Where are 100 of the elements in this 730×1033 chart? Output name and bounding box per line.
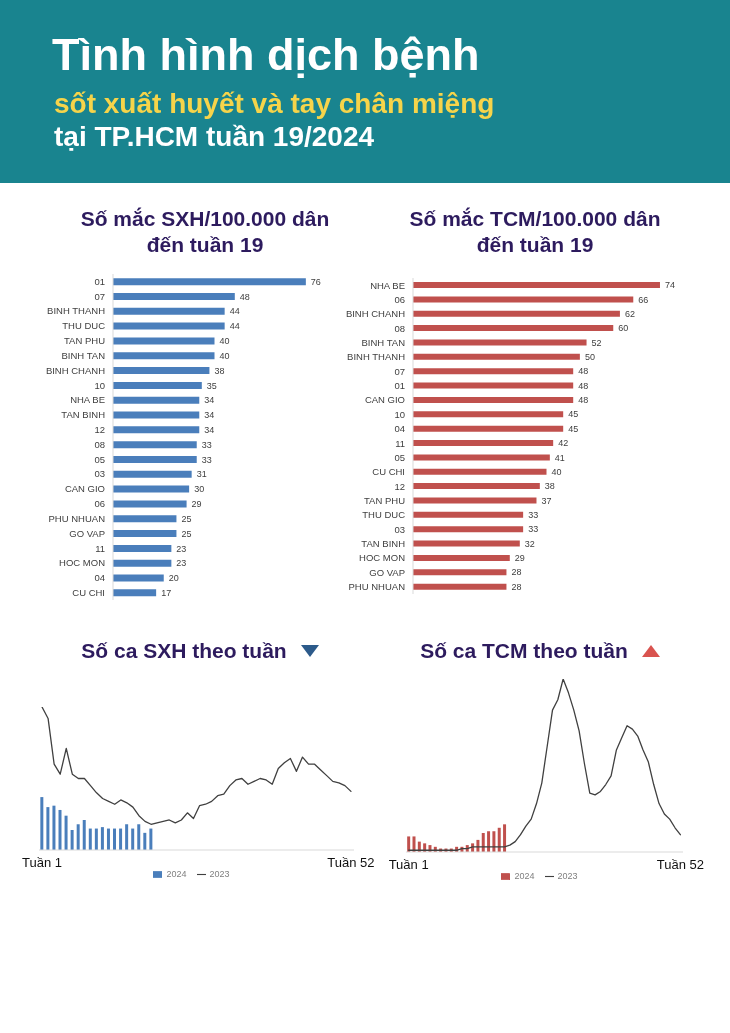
data-label: 32 (524, 538, 535, 549)
data-label: 28 (511, 581, 522, 592)
bar (413, 368, 574, 375)
y-tick-label: 05 (94, 453, 105, 465)
data-label: 42 (558, 438, 569, 449)
bar (113, 352, 215, 360)
bar (487, 831, 491, 852)
chart-title: Số mắc SXH/100.000 dân đến tuần 19 (79, 206, 331, 258)
y-tick-label: BINH THANH (47, 305, 106, 317)
bar (100, 827, 104, 850)
x-tick-label: Tuần 52 (656, 857, 704, 873)
bar (113, 574, 164, 582)
bar (113, 322, 225, 330)
bar (70, 829, 74, 850)
bar (113, 515, 177, 523)
y-tick-label: BINH CHANH (345, 308, 406, 320)
data-label: 66 (638, 294, 649, 305)
y-tick-label: BINH THANH (347, 351, 406, 363)
data-label: 48 (239, 291, 250, 302)
bar (407, 836, 411, 852)
y-tick-label: NHA BE (70, 394, 105, 406)
y-tick-label: 11 (95, 542, 105, 554)
data-label: 34 (204, 395, 215, 406)
bar (149, 828, 153, 850)
bar (113, 426, 200, 434)
data-label: 76 (310, 276, 321, 287)
y-tick-label: 12 (394, 480, 405, 492)
data-label: 38 (544, 481, 555, 492)
bar (497, 827, 501, 852)
data-label: 34 (204, 410, 215, 421)
bar (413, 382, 574, 389)
y-tick-label: CU CHI (72, 586, 105, 598)
data-label: 48 (578, 380, 589, 391)
bar (64, 815, 68, 850)
y-tick-label: 01 (394, 380, 405, 392)
bar (492, 831, 496, 852)
bar (113, 381, 202, 389)
y-tick-label: 04 (394, 423, 405, 435)
chart-title: Số mắc TCM/100.000 dân đến tuần 19 (408, 206, 662, 258)
bar (413, 569, 507, 576)
bar (113, 828, 117, 850)
bar (413, 411, 564, 418)
y-tick-label: 03 (94, 468, 105, 480)
bar (119, 828, 123, 850)
y-tick-label: PHU NHUAN (48, 512, 106, 524)
bar (413, 583, 507, 590)
bar (46, 807, 50, 850)
y-tick-label: CU CHI (372, 466, 405, 478)
y-tick-label: GO VAP (369, 566, 405, 578)
chart-title: Số ca SXH theo tuần (81, 638, 287, 664)
y-tick-label: 10 (94, 379, 105, 391)
y-tick-label: 04 (94, 572, 105, 584)
bar (113, 367, 210, 375)
legend-label: 2024 (166, 869, 187, 879)
bar (52, 805, 56, 850)
y-tick-label: HOC MON (59, 557, 106, 569)
bar (76, 824, 80, 850)
y-tick-label: GO VAP (69, 527, 105, 539)
data-label: 52 (591, 337, 602, 348)
data-label: 25 (181, 528, 192, 539)
data-label: 44 (229, 321, 240, 332)
bar (131, 828, 135, 850)
data-label: 40 (219, 350, 230, 361)
bar (58, 809, 62, 850)
x-tick-label: Tuần 1 (22, 855, 63, 871)
bar (88, 828, 92, 850)
bar (113, 559, 172, 567)
y-tick-label: CAN GIO (64, 483, 105, 495)
data-label: 48 (578, 395, 589, 406)
bar (113, 292, 235, 300)
data-label: 34 (204, 425, 215, 436)
data-label: 38 (214, 365, 225, 376)
data-label: 25 (181, 513, 192, 524)
data-label: 33 (201, 454, 212, 465)
bar (113, 485, 190, 493)
y-tick-label: BINH TAN (61, 349, 106, 361)
bar (413, 396, 574, 403)
x-tick-label: Tuần 1 (388, 857, 429, 873)
y-tick-label: HOC MON (359, 552, 406, 564)
bar (413, 440, 554, 447)
data-label: 60 (618, 323, 629, 334)
y-tick-label: TAN PHU (64, 335, 106, 347)
bar (413, 454, 550, 461)
data-label: 31 (196, 469, 207, 480)
bar (413, 296, 634, 303)
y-tick-label: BINH CHANH (45, 364, 106, 376)
bar (413, 468, 547, 475)
bar (413, 353, 580, 360)
x-tick-label: Tuần 52 (327, 855, 375, 871)
bar (413, 540, 520, 547)
y-tick-label: TAN PHU (364, 495, 406, 507)
bar (125, 824, 129, 850)
y-tick-label: BINH TAN (361, 337, 406, 349)
data-label: 33 (528, 524, 539, 535)
bar (106, 828, 110, 850)
bar (137, 824, 141, 850)
y-tick-label: 08 (394, 322, 405, 334)
data-label: 74 (664, 280, 675, 291)
bar (413, 325, 614, 332)
bar (143, 832, 147, 850)
